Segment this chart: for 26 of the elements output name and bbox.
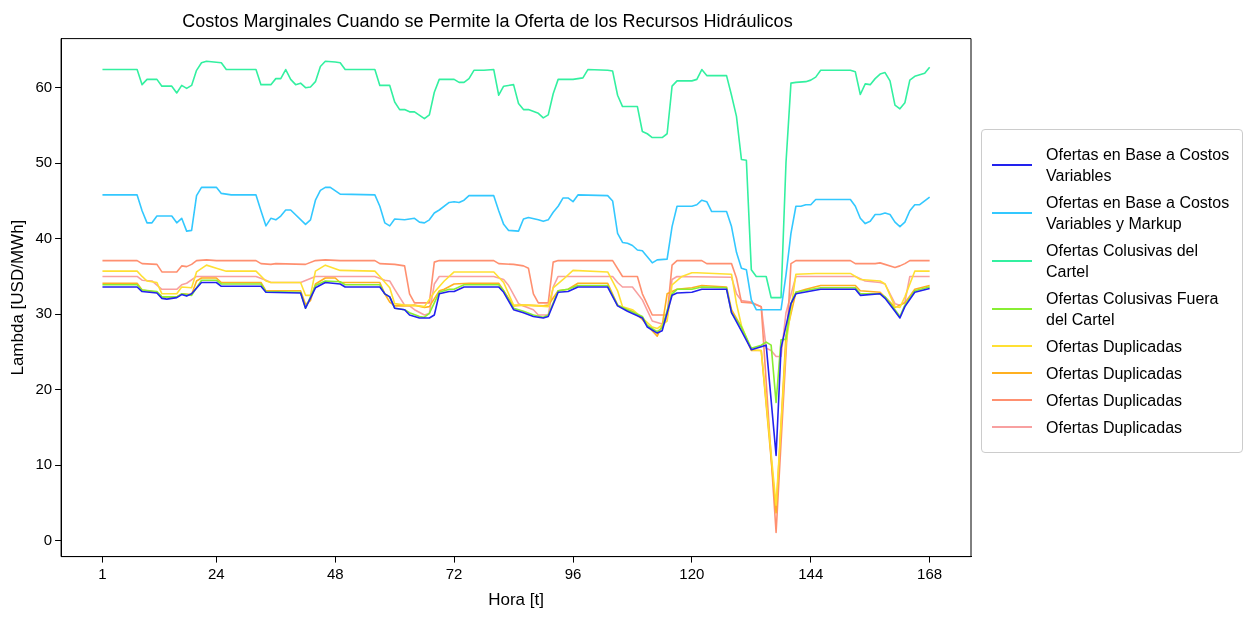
legend-label: Ofertas Colusivas del Cartel — [1046, 240, 1200, 282]
x-tick-label: 48 — [326, 564, 344, 582]
chart-title: Costos Marginales Cuando se Permite la Oferta de los Recursos Hidráulicos — [182, 10, 793, 31]
legend-label: Ofertas Colusivas Fuera del Cartel — [1046, 288, 1220, 330]
legend-label: Ofertas en Base a Costos Variables — [1046, 144, 1231, 186]
legend-label: Ofertas Duplicadas — [1046, 390, 1183, 411]
y-tick-label: 40 — [35, 228, 53, 246]
x-tick-label: 96 — [564, 564, 582, 582]
y-tick-label: 0 — [43, 530, 53, 548]
x-tick-label: 120 — [679, 564, 705, 582]
x-axis-title: Hora [t] — [488, 589, 544, 609]
legend-label: Ofertas en Base a Costos Variables y Markup — [1046, 192, 1231, 234]
x-tick-label: 168 — [917, 564, 943, 582]
x-tick-label: 1 — [98, 564, 107, 582]
legend-label: Ofertas Duplicadas — [1046, 417, 1183, 438]
x-tick-label: 72 — [445, 564, 463, 582]
x-tick-label: 144 — [798, 564, 824, 582]
legend-label: Ofertas Duplicadas — [1046, 336, 1183, 357]
y-tick-label: 30 — [35, 303, 53, 321]
y-axis-title: Lambda [USD/MWh] — [7, 219, 27, 376]
y-tick-label: 60 — [35, 77, 53, 95]
x-tick-label: 24 — [208, 564, 225, 582]
y-tick-label: 20 — [35, 379, 53, 397]
legend-label: Ofertas Duplicadas — [1046, 363, 1183, 384]
y-tick-label: 10 — [35, 454, 53, 472]
y-tick-label: 50 — [35, 152, 53, 170]
